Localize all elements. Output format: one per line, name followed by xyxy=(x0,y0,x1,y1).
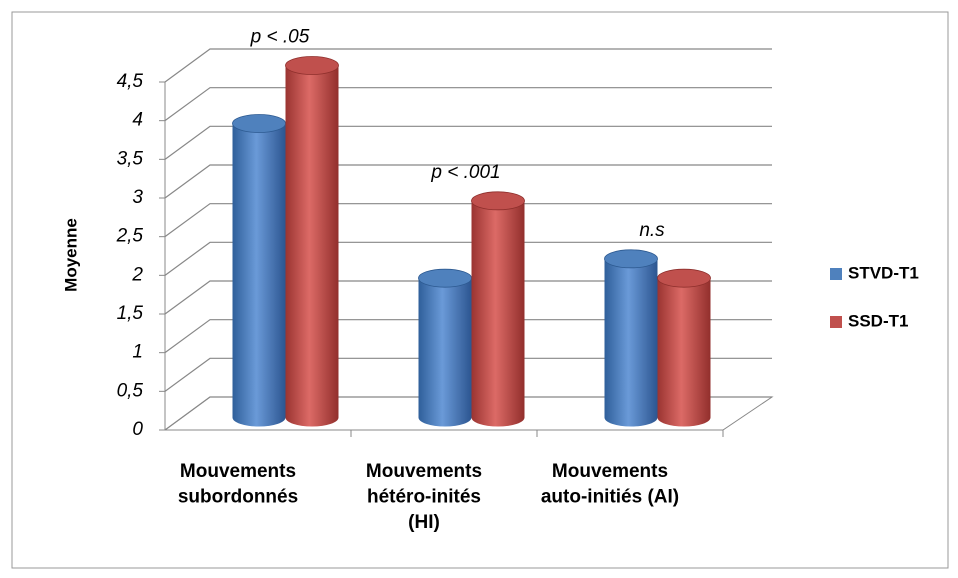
x-tick-label-line: (HI) xyxy=(408,512,440,533)
y-tick-label: 3,5 xyxy=(117,148,144,169)
x-tick-label-line: subordonnés xyxy=(178,487,298,508)
y-tick-label: 0,5 xyxy=(117,380,144,401)
y-tick-label: 0 xyxy=(132,419,143,440)
bar-top xyxy=(232,114,286,133)
grid-line xyxy=(164,319,772,354)
bar-body xyxy=(604,258,658,427)
bar-top xyxy=(604,249,658,269)
y-tick-label: 1 xyxy=(132,342,143,363)
bar-top xyxy=(285,56,339,75)
x-tick-label-line: auto-initiés (AI) xyxy=(541,487,679,508)
y-tick-label: 4 xyxy=(132,110,143,131)
grid-line xyxy=(164,87,772,122)
bar xyxy=(232,114,286,427)
y-tick-label: 1,5 xyxy=(117,303,144,324)
grid-line xyxy=(164,125,772,160)
x-tick-label: Mouvements subordonnés xyxy=(178,461,298,508)
bar-top xyxy=(657,268,711,288)
y-tick-label: 2,5 xyxy=(116,226,144,247)
bar-body xyxy=(418,278,472,427)
bar xyxy=(604,249,658,427)
y-axis-label: Moyenne xyxy=(61,218,80,292)
annotation: n.s xyxy=(639,220,665,241)
grid-line xyxy=(164,203,772,238)
legend-swatch xyxy=(830,316,842,328)
y-tick-label: 3 xyxy=(132,187,143,208)
grid-line xyxy=(164,164,772,199)
x-tick-label: Mouvements hétéro-inités (HI) xyxy=(366,461,482,533)
x-tick-label-line: Mouvements xyxy=(552,461,668,482)
legend-label: SSD-T1 xyxy=(848,311,908,330)
grid-line xyxy=(164,48,772,83)
grid-line xyxy=(164,241,772,276)
grid-line xyxy=(164,396,772,431)
x-tick-label-line: Mouvements xyxy=(180,461,296,482)
x-tick-label-line: Mouvements xyxy=(366,461,482,482)
bar xyxy=(657,268,711,427)
bar xyxy=(471,191,525,427)
y-tick-label: 4,5 xyxy=(117,71,144,92)
grid-line xyxy=(164,357,772,392)
annotation: p < .001 xyxy=(430,162,500,183)
bar-body xyxy=(232,123,286,427)
bar-top xyxy=(471,191,525,211)
grid-line xyxy=(164,280,772,315)
bar-body xyxy=(471,200,525,427)
y-tick-label: 2 xyxy=(131,264,143,285)
bar-body xyxy=(285,65,339,427)
legend-swatch xyxy=(830,268,842,280)
annotation: p < .05 xyxy=(250,27,310,48)
x-tick-label-line: hétéro-inités xyxy=(367,487,481,508)
bar xyxy=(418,268,472,427)
bar-top xyxy=(418,268,472,288)
legend-label: STVD-T1 xyxy=(848,263,919,282)
x-tick-label: Mouvements auto-initiés (AI) xyxy=(541,461,679,508)
bar-body xyxy=(657,278,711,427)
bar xyxy=(285,56,339,427)
